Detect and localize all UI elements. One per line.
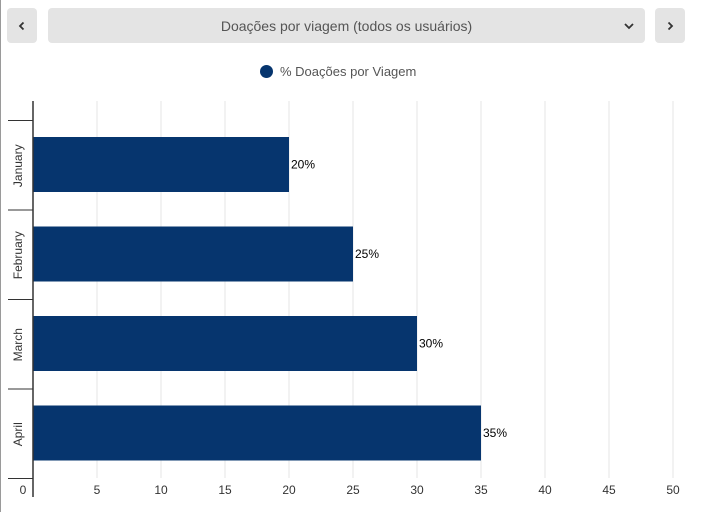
x-tick-label: 10 <box>154 483 168 497</box>
x-tick-label: 50 <box>666 483 680 497</box>
bar <box>33 226 353 282</box>
x-tick-label: 15 <box>218 483 232 497</box>
prev-button[interactable] <box>7 8 37 43</box>
category-label: February <box>11 231 25 279</box>
data-label: 30% <box>419 337 443 351</box>
x-tick-label: 35 <box>474 483 488 497</box>
chart-legend[interactable]: % Doações por Viagem <box>260 64 416 79</box>
bar <box>33 137 289 192</box>
chevron-left-icon <box>18 21 25 30</box>
x-tick-label: 45 <box>602 483 616 497</box>
x-tick-label: 25 <box>346 483 360 497</box>
category-label: January <box>11 144 25 187</box>
chevron-down-icon <box>624 23 634 30</box>
chart-selector-label: Doações por viagem (todos os usuários) <box>220 17 473 34</box>
x-tick-label: 40 <box>538 483 552 497</box>
chart-selector-dropdown[interactable]: Doações por viagem (todos os usuários) <box>48 8 645 43</box>
x-tick-label: 0 <box>20 483 27 497</box>
next-button[interactable] <box>655 8 685 43</box>
category-label: March <box>11 328 25 361</box>
bar <box>33 316 417 371</box>
data-label: 35% <box>483 426 507 440</box>
x-tick-label: 5 <box>94 483 101 497</box>
category-label: April <box>11 422 25 446</box>
data-label: 25% <box>355 247 379 261</box>
window-edge <box>0 0 1 512</box>
data-label: 20% <box>291 158 315 172</box>
bar <box>33 405 481 461</box>
x-tick-label: 30 <box>410 483 424 497</box>
x-tick-label: 20 <box>282 483 296 497</box>
legend-marker <box>260 65 273 78</box>
chevron-right-icon <box>667 21 674 30</box>
legend-label: % Doações por Viagem <box>280 64 417 79</box>
